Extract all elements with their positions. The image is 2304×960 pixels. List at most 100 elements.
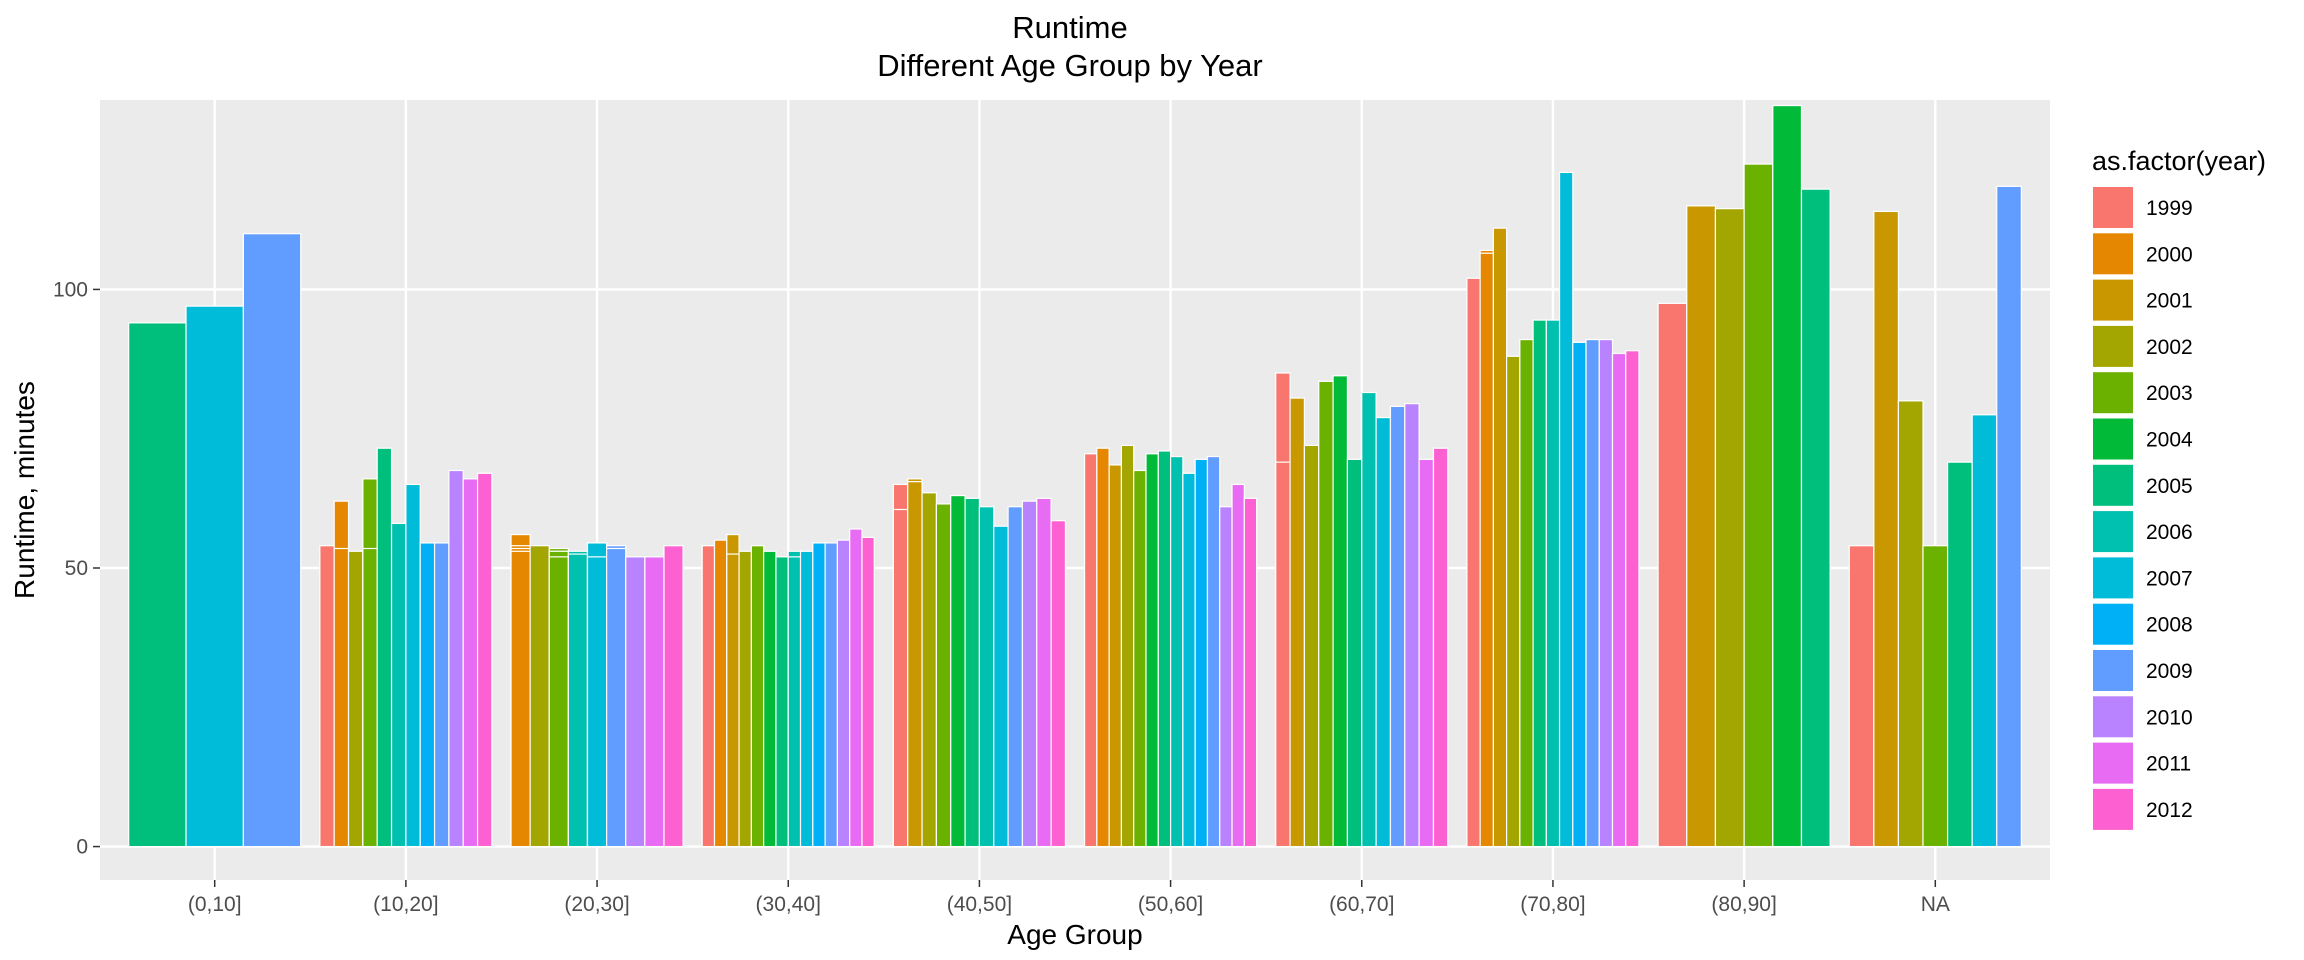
bar-(60,70]-2007 bbox=[1375, 416, 1392, 848]
bar-(10,20]-2010 bbox=[448, 469, 464, 848]
bar-(20,30]-2007 bbox=[586, 556, 608, 848]
bar-(10,20]-2005 bbox=[376, 447, 393, 848]
legend-key-2001 bbox=[2093, 279, 2133, 321]
legend-key-1999 bbox=[2093, 187, 2133, 228]
bar-(70,80]-2010 bbox=[1598, 338, 1614, 848]
bar-(40,50]-2012 bbox=[1050, 520, 1067, 848]
bar-(70,80]-2011 bbox=[1611, 352, 1627, 848]
bar-(70,80]-2006 bbox=[1545, 319, 1561, 848]
bar-(10,20]-2012 bbox=[476, 472, 493, 848]
bar-(70,80]-2002 bbox=[1506, 355, 1521, 848]
bar-(0,10]-2005 bbox=[128, 322, 187, 848]
bar-(50,60]-2006 bbox=[1169, 455, 1184, 848]
bar-(60,70]-2002 bbox=[1303, 444, 1320, 848]
bar-(20,30]-2009 bbox=[606, 547, 627, 848]
bar-(10,20]-2008 bbox=[419, 542, 436, 848]
bars bbox=[128, 104, 2022, 848]
bar-(10,20]-2009 bbox=[433, 542, 450, 848]
bar-(40,50]-2003 bbox=[935, 503, 952, 848]
bar-(40,50]-2007 bbox=[993, 525, 1009, 848]
bar-(0,10]-2007 bbox=[185, 305, 244, 848]
legend-key-2011 bbox=[2093, 742, 2133, 784]
bar-(60,70]-2003 bbox=[1318, 380, 1334, 848]
bar-(40,50]-2002 bbox=[921, 492, 937, 848]
axes: 0 50 100 (0,10] (10,20] (20,30] (30,40] (40,50]… bbox=[53, 278, 1950, 916]
x-tick-label: (50,60] bbox=[1138, 893, 1203, 916]
bar-(60,70]-2004 bbox=[1332, 375, 1349, 848]
bar-(30,40]-2008 bbox=[812, 542, 826, 848]
bar-(30,40]-2006 bbox=[787, 556, 802, 848]
bar-(10,20]-2011 bbox=[462, 478, 479, 848]
legend-key-2007 bbox=[2093, 557, 2133, 599]
bar-(60,70]-2012 bbox=[1432, 447, 1449, 848]
y-tick-label: 0 bbox=[76, 836, 88, 859]
bar-(40,50]-2009 bbox=[1007, 506, 1024, 848]
bar-(30,40]-2003 bbox=[750, 545, 765, 848]
bar-(70,80]-2012 bbox=[1625, 350, 1640, 848]
legend-key-2002 bbox=[2093, 325, 2133, 367]
legend-key-2008 bbox=[2093, 603, 2133, 645]
bar-(50,60]-2008 bbox=[1194, 458, 1209, 848]
bar-(10,20]-2006 bbox=[390, 522, 407, 848]
bar-NA-2003 bbox=[1922, 545, 1949, 848]
bar-(80,90]-2004 bbox=[1772, 104, 1803, 848]
bar-(50,60]-1999 bbox=[1083, 453, 1098, 848]
bar-(70,80]-2000 bbox=[1479, 252, 1494, 848]
bar-(20,30]-2010 bbox=[625, 556, 646, 848]
bar-NA-2002 bbox=[1897, 400, 1924, 848]
bar-(60,70]-2005 bbox=[1346, 458, 1363, 848]
chart-subtitle: Different Age Group by Year bbox=[877, 48, 1262, 83]
bar-(80,90]-1999 bbox=[1657, 302, 1688, 848]
bar-(50,60]-2010 bbox=[1219, 506, 1233, 848]
bar-(50,60]-2002 bbox=[1120, 444, 1135, 848]
legend-key-2000 bbox=[2093, 233, 2133, 275]
legend-title: as.factor(year) bbox=[2092, 146, 2266, 176]
bar-(70,80]-2008 bbox=[1572, 341, 1587, 848]
legend-label: 2008 bbox=[2146, 614, 2193, 637]
y-axis-title: Runtime, minutes bbox=[9, 381, 40, 599]
bar-(0,10]-2009 bbox=[242, 233, 302, 848]
legend-label: 2005 bbox=[2146, 475, 2193, 498]
bar-(50,60]-2000 bbox=[1096, 447, 1110, 848]
bar-NA-1999 bbox=[1848, 545, 1875, 848]
y-tick-label: 50 bbox=[65, 557, 88, 580]
bar-(40,50]-1999 bbox=[892, 508, 909, 848]
bar-(60,70]-2011 bbox=[1418, 458, 1435, 848]
legend-label: 2002 bbox=[2146, 336, 2193, 359]
bar-(70,80]-2007 bbox=[1558, 171, 1574, 848]
legend-label: 2011 bbox=[2146, 753, 2191, 776]
bar-(20,30]-2011 bbox=[644, 556, 665, 848]
legend-key-2012 bbox=[2093, 788, 2133, 830]
bar-(80,90]-2002 bbox=[1714, 208, 1745, 848]
legend-key-2005 bbox=[2093, 464, 2133, 506]
bar-(70,80]-1999 bbox=[1466, 277, 1481, 848]
bar-(50,60]-2011 bbox=[1231, 483, 1245, 848]
bar-(50,60]-2012 bbox=[1243, 497, 1258, 848]
legend-label: 2012 bbox=[2146, 799, 2193, 822]
bar-(60,70]-2009 bbox=[1389, 405, 1406, 848]
x-tick-label: NA bbox=[1921, 893, 1950, 916]
bar-(10,20]-2000 bbox=[333, 547, 350, 848]
bar-(40,50]-2006 bbox=[978, 506, 995, 848]
bar-(70,80]-2009 bbox=[1585, 338, 1600, 848]
bar-(10,20]-2007 bbox=[405, 483, 421, 848]
x-axis-title: Age Group bbox=[1007, 919, 1142, 950]
bar-(40,50]-2001 bbox=[907, 481, 923, 848]
bar-(10,20]-1999 bbox=[319, 545, 335, 848]
bar-(30,40]-2007 bbox=[799, 550, 814, 848]
legend-label: 2010 bbox=[2146, 706, 2193, 729]
bar-(40,50]-2010 bbox=[1021, 500, 1038, 848]
bar-(30,40]-2000 bbox=[713, 539, 728, 848]
bar-(30,40]-2001 bbox=[726, 553, 740, 848]
bar-(50,60]-2009 bbox=[1206, 455, 1221, 848]
bar-(60,70]-1999 bbox=[1275, 461, 1291, 848]
bar-(20,30]-2012 bbox=[663, 545, 684, 848]
legend-label: 2004 bbox=[2146, 429, 2193, 452]
bar-NA-2009 bbox=[1996, 185, 2022, 848]
bar-(20,30]-2000 bbox=[510, 550, 531, 848]
legend-label: 1999 bbox=[2146, 197, 2193, 220]
bar-(80,90]-2003 bbox=[1743, 163, 1774, 848]
legend-label: 2007 bbox=[2146, 567, 2193, 590]
bar-(30,40]-1999 bbox=[701, 545, 716, 848]
bar-(30,40]-2010 bbox=[836, 539, 851, 848]
